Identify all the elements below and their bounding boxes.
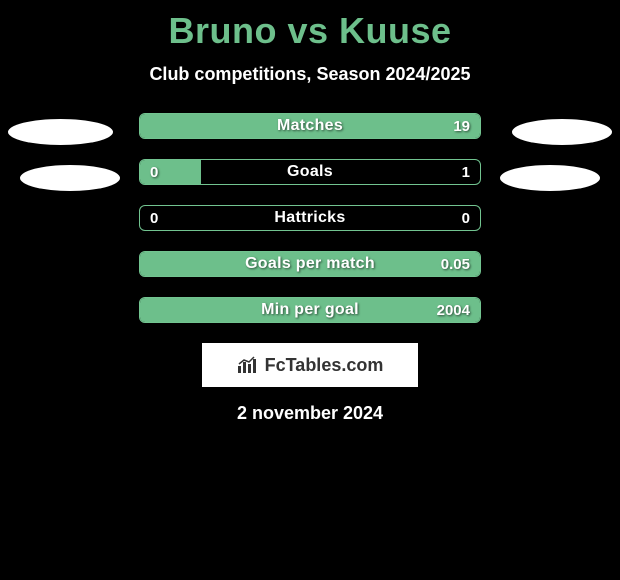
- stat-value-right: 1: [462, 160, 470, 184]
- stat-label: Hattricks: [140, 206, 480, 230]
- player-shape-right-2: [500, 165, 600, 191]
- stat-value-left: 0: [150, 160, 158, 184]
- stat-label: Matches: [140, 114, 480, 138]
- stat-value-right: 0: [462, 206, 470, 230]
- comparison-subtitle: Club competitions, Season 2024/2025: [0, 64, 620, 85]
- stat-label: Goals per match: [140, 252, 480, 276]
- source-logo: FcTables.com: [202, 343, 418, 387]
- player-shape-left-1: [8, 119, 113, 145]
- stat-value-left: 0: [150, 206, 158, 230]
- stat-bar: Min per goal2004: [139, 297, 481, 323]
- snapshot-date: 2 november 2024: [0, 403, 620, 424]
- source-logo-text: FcTables.com: [265, 355, 384, 376]
- stat-label: Goals: [140, 160, 480, 184]
- stat-value-right: 0.05: [441, 252, 470, 276]
- stats-area: Matches19Goals01Hattricks00Goals per mat…: [0, 113, 620, 323]
- stat-bar: Hattricks0 0: [139, 205, 481, 231]
- stat-bar: Matches19: [139, 113, 481, 139]
- bars-container: Matches19Goals01Hattricks00Goals per mat…: [0, 113, 620, 323]
- player-shape-left-2: [20, 165, 120, 191]
- stat-label: Min per goal: [140, 298, 480, 322]
- stat-bar: Goals per match0.05: [139, 251, 481, 277]
- stat-value-right: 2004: [437, 298, 470, 322]
- comparison-title: Bruno vs Kuuse: [0, 0, 620, 52]
- chart-icon: [237, 356, 259, 374]
- player-shape-right-1: [512, 119, 612, 145]
- stat-bar: Goals0 1: [139, 159, 481, 185]
- stat-value-right: 19: [453, 114, 470, 138]
